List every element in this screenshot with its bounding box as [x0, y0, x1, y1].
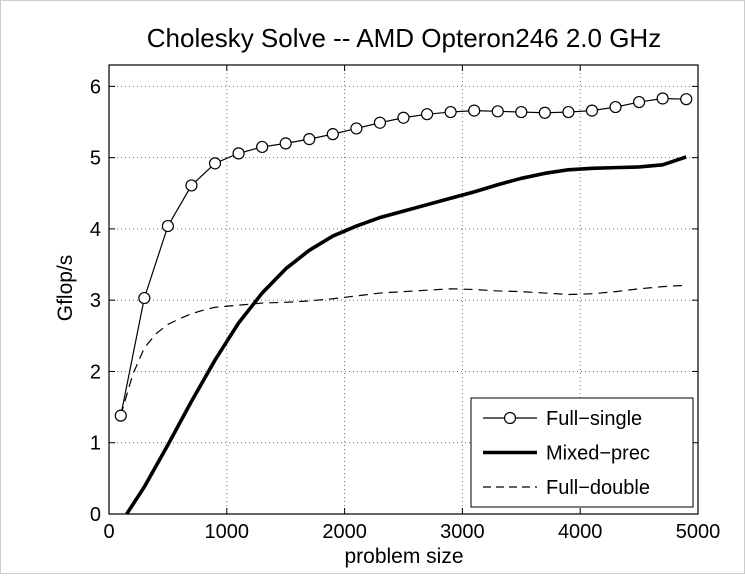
series-point [279, 137, 292, 150]
x-axis-label: problem size [344, 545, 463, 568]
legend-label: Full−single [546, 408, 642, 430]
y-tick-label: 5 [90, 148, 101, 170]
series-point [491, 105, 504, 118]
y-tick-label: 3 [90, 290, 101, 312]
y-tick-label: 2 [90, 361, 101, 383]
series-point [208, 157, 222, 170]
series-point [326, 128, 339, 141]
series-point [350, 122, 363, 135]
series-point [609, 100, 622, 114]
series-point [232, 147, 245, 160]
y-tick-label: 6 [90, 76, 101, 98]
legend: Full−single Mixed−prec Full−double [470, 397, 694, 508]
series-point [468, 104, 481, 117]
series-point [373, 116, 387, 129]
series-point [680, 93, 693, 106]
series-point [397, 111, 410, 124]
series-point [114, 409, 127, 422]
series-point [303, 133, 316, 146]
legend-label: Mixed−prec [546, 443, 650, 465]
y-tick-label: 1 [90, 433, 101, 455]
y-tick-label: 4 [90, 219, 101, 241]
x-tick-label: 0 [103, 521, 114, 543]
series-point [185, 179, 198, 192]
series-point [656, 92, 669, 105]
series-point [444, 105, 457, 119]
series-line-solid-thick [125, 155, 687, 515]
x-tick-label: 4000 [558, 521, 603, 543]
legend-marker [503, 411, 517, 425]
series-point [138, 291, 151, 305]
series-point [585, 104, 599, 117]
x-tick-label: 3000 [440, 521, 485, 543]
x-tick-label: 2000 [322, 521, 367, 543]
x-tick-label: 5000 [676, 521, 721, 543]
axes-box [108, 64, 699, 515]
chart-title: Cholesky Solve -- AMD Opteron246 2.0 GHz [147, 23, 661, 53]
series-point [538, 106, 551, 119]
series-point [161, 219, 174, 233]
series-point [420, 108, 434, 121]
x-tick-label: 1000 [205, 521, 250, 543]
series-line-dashed-thin [120, 284, 687, 416]
legend-label: Full−double [546, 477, 650, 499]
plot-area: 0 1000 2000 3000 4000 5000 0 1 2 3 4 5 6 [90, 64, 721, 543]
series-point [632, 95, 646, 109]
y-axis-label: Gflop/s [54, 255, 77, 322]
series-point [256, 140, 269, 154]
series-point [515, 105, 528, 119]
series-point [562, 105, 575, 119]
y-tick-label: 0 [90, 504, 101, 526]
